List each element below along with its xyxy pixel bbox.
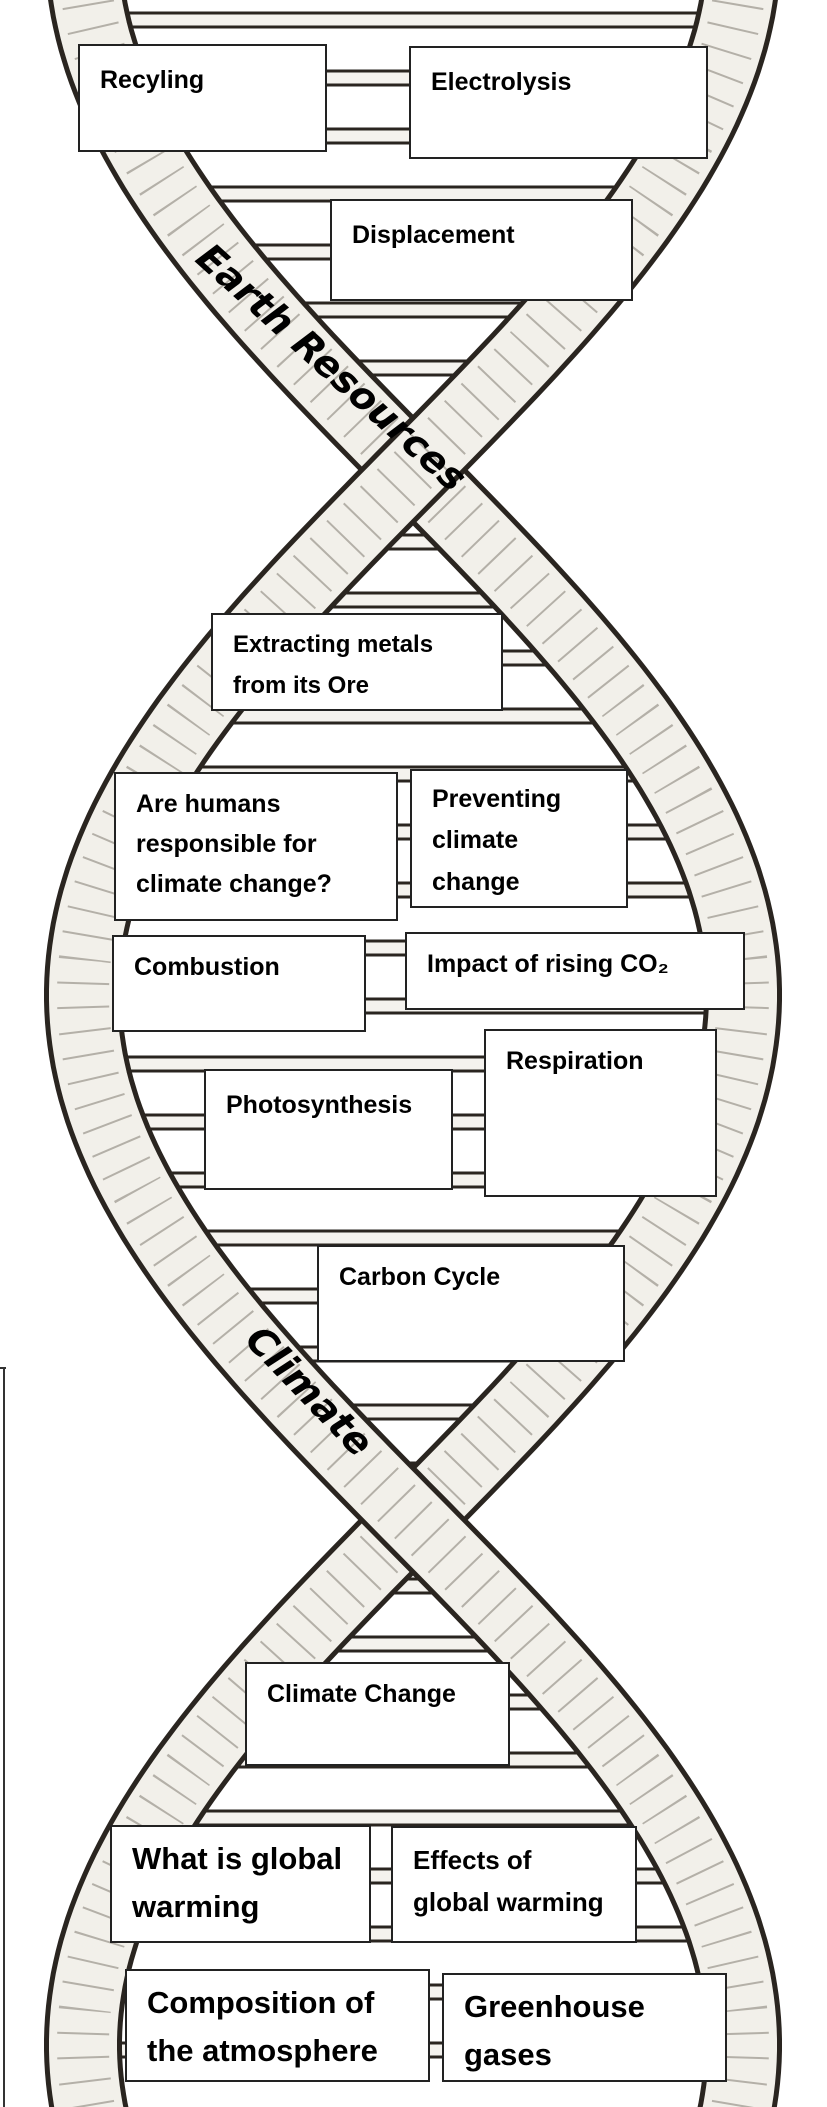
topic-box: Extracting metals from its Ore [211, 613, 503, 711]
topic-box: Electrolysis [409, 46, 708, 159]
rung [91, 13, 734, 27]
topic-box: Respiration [484, 1029, 717, 1197]
page: Earth Resources Climate Recyling Electro… [0, 0, 827, 2107]
topic-box: Effects of global warming [391, 1826, 637, 1943]
topic-box: Composition of the atmosphere [125, 1969, 430, 2082]
topic-box: Carbon Cycle [317, 1245, 625, 1362]
rung [156, 1811, 670, 1825]
topic-box: Impact of rising CO₂ [405, 932, 745, 1010]
topic-box: Combustion [112, 935, 366, 1032]
rung [166, 1231, 659, 1245]
topic-box: Climate Change [245, 1662, 510, 1766]
topic-box: Are humans responsible for climate chang… [114, 772, 398, 921]
topic-box: Displacement [330, 199, 633, 301]
rung [191, 709, 634, 723]
topic-box: What is global warming [110, 1825, 371, 1943]
topic-box: Preventing climate change [410, 769, 628, 908]
topic-box: Greenhouse gases [442, 1973, 727, 2082]
topic-box: Recyling [78, 44, 327, 152]
topic-box: Photosynthesis [204, 1069, 453, 1190]
